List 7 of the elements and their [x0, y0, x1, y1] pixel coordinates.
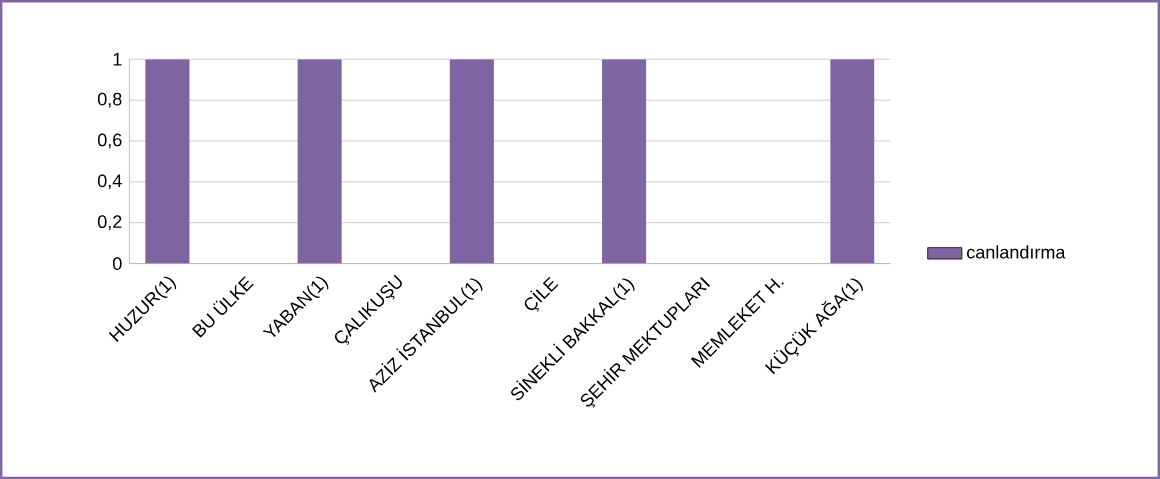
y-tick-label: 0,8: [97, 92, 122, 108]
legend-label: canlandırma: [967, 245, 1066, 259]
y-tick-label: 0,6: [97, 133, 122, 149]
y-tick-label: 0,2: [97, 215, 122, 231]
y-tick-label: 1: [113, 53, 122, 66]
y-tick-label: 0: [112, 257, 122, 270]
y-tick-label: 0,4: [97, 174, 122, 190]
